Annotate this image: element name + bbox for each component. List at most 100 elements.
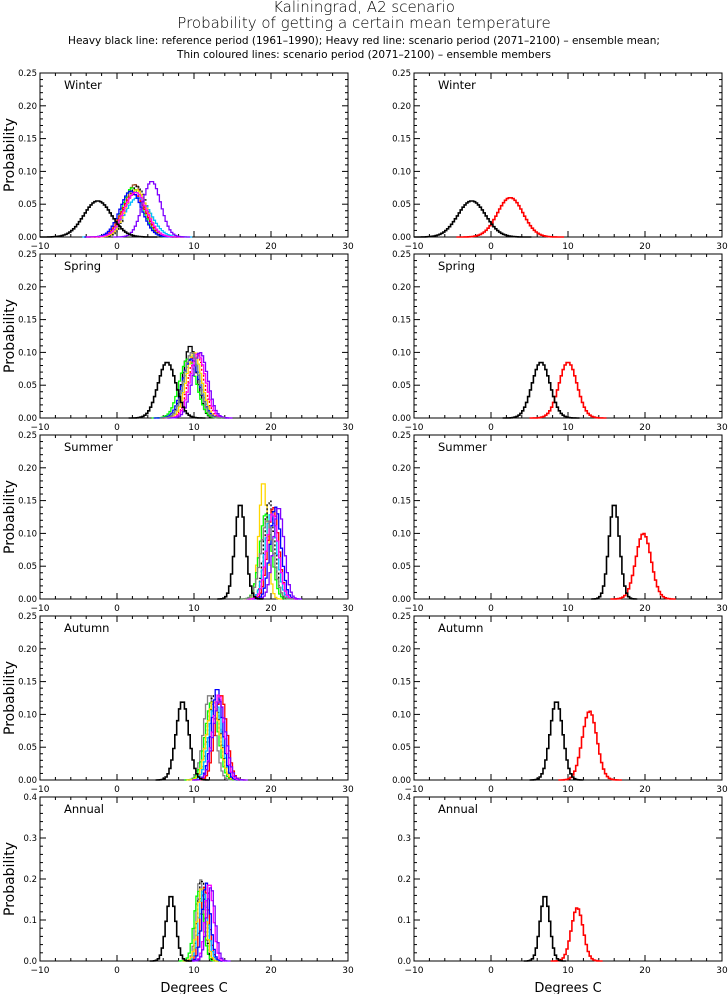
y-tick-label: 0.25	[18, 612, 37, 622]
x-tick-label: 30	[716, 966, 728, 976]
x-tick-label: 30	[716, 242, 728, 252]
reference-histogram	[128, 361, 206, 419]
plot-frame	[39, 253, 349, 419]
x-tick-label: 30	[342, 966, 354, 976]
reference-histogram	[529, 701, 584, 781]
season-label: Winter	[438, 78, 476, 92]
plot-frame	[39, 615, 349, 781]
y-tick-label: 0.15	[18, 678, 37, 688]
reference-histogram	[40, 200, 158, 238]
y-tick-label: 0.05	[392, 562, 411, 572]
x-tick-label: 20	[639, 966, 651, 976]
ensemble-member-histogram	[182, 888, 221, 962]
y-tick-label: 0.00	[18, 233, 37, 243]
y-tick-label: 0.15	[392, 135, 411, 145]
x-tick-label: 0	[488, 242, 494, 252]
season-label: Autumn	[438, 621, 483, 635]
reference-histogram	[217, 504, 264, 600]
ensemble-member-histogram	[82, 197, 193, 238]
y-tick-label: 0.00	[392, 776, 411, 786]
y-tick-label: 0.15	[18, 497, 37, 507]
y-tick-label: 0.05	[392, 743, 411, 753]
panel-summer-members: −10 0 10 20 30 0.00 0.05 0.10 0.15 0.20 0.25 Summer…	[2, 431, 354, 614]
y-tick-label: 0.20	[18, 102, 37, 112]
y-tick-label: 0.1	[397, 916, 411, 926]
y-tick-label: 0.15	[392, 678, 411, 688]
y-axis-label: Probability	[2, 842, 18, 916]
plot-frame	[39, 434, 349, 600]
x-axis-label: Degrees C	[160, 981, 227, 994]
season-label: Autumn	[64, 621, 109, 635]
chart-title: Kaliningrad, A2 scenario	[273, 0, 455, 16]
x-tick-label: 30	[716, 423, 728, 433]
chart-caption-line-2: Thin coloured lines: scenario period (20…	[177, 49, 551, 61]
x-tick-label: 20	[639, 242, 651, 252]
ensemble-mean-histogram	[610, 532, 676, 600]
plot-frame	[413, 796, 723, 962]
panel-annual-members: −10 0 10 20 30 0.0 0.1 0.2 0.3 0.4 Annual Probabili…	[2, 793, 354, 994]
y-tick-label: 0.10	[392, 710, 411, 720]
season-label: Spring	[64, 259, 101, 273]
x-tick-label: −10	[405, 242, 424, 252]
ensemble-mean-histogram	[529, 361, 607, 419]
y-tick-label: 0.25	[392, 612, 411, 622]
x-tick-label: −10	[31, 966, 50, 976]
x-tick-label: 0	[114, 423, 120, 433]
y-tick-label: 0.0	[397, 957, 411, 967]
reference-histogram	[523, 895, 567, 962]
x-tick-label: 0	[114, 785, 120, 795]
x-tick-label: 10	[562, 785, 574, 795]
panel-autumn-scenario: −10 0 10 20 30 0.00 0.05 0.10 0.15 0.20 0.25 Autumn	[392, 612, 728, 795]
x-tick-label: 20	[265, 423, 277, 433]
x-tick-label: 10	[188, 966, 200, 976]
x-tick-label: 20	[639, 423, 651, 433]
y-tick-label: 0.05	[18, 743, 37, 753]
ensemble-mean-histogram	[550, 907, 603, 962]
y-tick-label: 0.25	[392, 69, 411, 79]
y-axis-label: Probability	[2, 299, 18, 373]
y-tick-label: 0.10	[392, 167, 411, 177]
y-tick-label: 0.1	[23, 916, 37, 926]
ensemble-member-histogram	[86, 191, 185, 238]
y-tick-label: 0.00	[18, 595, 37, 605]
x-tick-label: 0	[488, 966, 494, 976]
x-tick-label: 30	[342, 604, 354, 614]
y-tick-label: 0.2	[397, 875, 411, 885]
plot-frame	[413, 434, 723, 600]
x-tick-label: 20	[265, 966, 277, 976]
y-tick-label: 0.0	[23, 957, 37, 967]
season-label: Summer	[438, 440, 487, 454]
reference-histogram	[155, 701, 210, 781]
x-tick-label: 10	[188, 242, 200, 252]
ensemble-member-histogram	[159, 351, 225, 419]
x-tick-label: 0	[114, 604, 120, 614]
ensemble-member-histogram	[153, 358, 229, 419]
y-tick-label: 0.3	[23, 834, 37, 844]
y-tick-label: 0.20	[18, 283, 37, 293]
x-tick-label: 0	[488, 423, 494, 433]
x-tick-label: 0	[488, 604, 494, 614]
y-tick-label: 0.20	[392, 645, 411, 655]
y-tick-label: 0.00	[18, 414, 37, 424]
y-tick-label: 0.25	[18, 69, 37, 79]
y-tick-label: 0.10	[18, 529, 37, 539]
y-tick-label: 0.10	[18, 710, 37, 720]
y-axis-label: Probability	[2, 661, 18, 735]
y-tick-label: 0.15	[392, 316, 411, 326]
season-label: Spring	[438, 259, 475, 273]
ensemble-member-histogram	[184, 695, 235, 781]
x-tick-label: 10	[188, 785, 200, 795]
y-tick-label: 0.05	[18, 381, 37, 391]
y-tick-label: 0.10	[392, 348, 411, 358]
x-tick-label: 10	[188, 604, 200, 614]
x-tick-label: −10	[31, 242, 50, 252]
reference-histogram	[502, 361, 580, 419]
y-tick-label: 0.05	[18, 562, 37, 572]
plot-frame	[413, 253, 723, 419]
y-tick-label: 0.00	[392, 595, 411, 605]
season-label: Summer	[64, 440, 113, 454]
x-tick-label: 20	[639, 785, 651, 795]
y-tick-label: 0.00	[392, 233, 411, 243]
